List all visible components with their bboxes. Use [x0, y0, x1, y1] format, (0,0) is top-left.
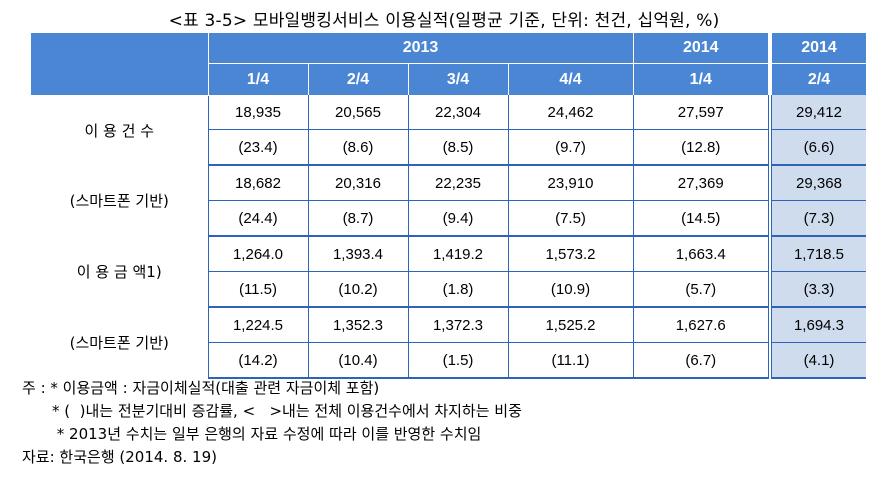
change-cell: (11.5): [208, 271, 309, 308]
change-cell: (1.8): [408, 271, 509, 308]
value-cell: 18,935: [208, 95, 309, 130]
row-label: (스마트폰 기반): [31, 165, 209, 236]
source-line: 자료: 한국은행 (2014. 8. 19): [22, 448, 217, 466]
change-cell: (5.7): [633, 271, 772, 308]
value-cell: 1,573.2: [508, 236, 634, 272]
value-cell: 29,412: [770, 95, 866, 130]
value-cell: 22,235: [408, 165, 509, 201]
value-cell: 27,369: [633, 165, 772, 201]
change-cell: (14.2): [208, 342, 309, 379]
value-cell: 1,372.3: [408, 307, 509, 343]
value-cell: 1,718.5: [770, 236, 866, 272]
change-cell: (4.1): [770, 342, 866, 379]
value-cell: 1,264.0: [208, 236, 309, 272]
value-cell: 24,462: [508, 95, 634, 130]
table-caption: <표 3-5> 모바일뱅킹서비스 이용실적(일평균 기준, 단위: 천건, 십억…: [168, 11, 720, 31]
table-row: 이 용 금 액1) 1,264.0 1,393.4 1,419.2 1,573.2 1,6…: [31, 236, 866, 307]
row-label: 이 용 건 수: [31, 95, 209, 165]
value-cell: 1,352.3: [308, 307, 409, 343]
change-cell: (23.4): [208, 129, 309, 166]
change-cell: (9.4): [408, 200, 509, 237]
header-quarter: 1/4: [208, 63, 309, 95]
header-year-2013: 2013: [208, 33, 634, 64]
row-label: (스마트폰 기반): [31, 307, 209, 378]
value-cell: 22,304: [408, 95, 509, 130]
value-cell: 20,316: [308, 165, 409, 201]
value-cell: 1,224.5: [208, 307, 309, 343]
header-year-2014-q1: 2014: [633, 33, 772, 64]
table-row: (14.2) (10.4) (1.5) (11.1) (6.7) (4.1): [31, 342, 866, 379]
table-row: (스마트폰 기반) 1,224.5 1,352.3 1,372.3 1,525.2 1,6…: [31, 307, 866, 378]
table-row: 이 용 건 수 18,935 20,565 22,304 24,462 27,597 29,…: [31, 95, 866, 165]
value-cell: 29,368: [770, 165, 866, 201]
note-line: * ( )내는 전분기대비 증감률, < >내는 전체 이용건수에서 차지하는 …: [52, 402, 522, 420]
header-quarter: 4/4: [508, 63, 634, 95]
header-quarter: 2/4: [308, 63, 409, 95]
change-cell: (10.9): [508, 271, 634, 308]
table-row: (스마트폰 기반) 18,682 20,316 22,235 23,910 27,369 2…: [31, 165, 866, 236]
header-quarter: 1/4: [633, 63, 772, 95]
change-cell: (8.7): [308, 200, 409, 237]
value-cell: 20,565: [308, 95, 409, 130]
value-cell: 27,597: [633, 95, 772, 130]
change-cell: (11.1): [508, 342, 634, 379]
header-quarter: 2/4: [770, 63, 866, 95]
change-cell: (6.7): [633, 342, 772, 379]
value-cell: 1,663.4: [633, 236, 772, 272]
change-cell: (7.5): [508, 200, 634, 237]
value-cell: 1,419.2: [408, 236, 509, 272]
change-cell: (24.4): [208, 200, 309, 237]
footnotes: 주 : * 이용금액 : 자금이체실적(대출 관련 자금이체 포함) * ( )…: [22, 377, 522, 469]
header-corner: [31, 33, 209, 96]
mobile-banking-table: 2013 2014 2014 1/4 2/4 3/4 4/4 1/4 2/4 이…: [31, 33, 866, 379]
change-cell: (12.8): [633, 129, 772, 166]
change-cell: (3.3): [770, 271, 866, 308]
change-cell: (8.6): [308, 129, 409, 166]
header-year-2014-q2: 2014: [770, 33, 866, 64]
value-cell: 18,682: [208, 165, 309, 201]
note-line: 주 : * 이용금액 : 자금이체실적(대출 관련 자금이체 포함): [22, 379, 380, 397]
table-row: (11.5) (10.2) (1.8) (10.9) (5.7) (3.3): [31, 271, 866, 308]
change-cell: (6.6): [770, 129, 866, 166]
table-row: (23.4) (8.6) (8.5) (9.7) (12.8) (6.6): [31, 129, 866, 166]
note-line: * 2013년 수치는 일부 은행의 자료 수정에 따라 이를 반영한 수치임: [52, 425, 482, 443]
change-cell: (9.7): [508, 129, 634, 166]
table-row: (24.4) (8.7) (9.4) (7.5) (14.5) (7.3): [31, 200, 866, 237]
change-cell: (7.3): [770, 200, 866, 237]
header-quarter: 3/4: [408, 63, 509, 95]
value-cell: 1,694.3: [770, 307, 866, 343]
change-cell: (1.5): [408, 342, 509, 379]
change-cell: (8.5): [408, 129, 509, 166]
row-label: 이 용 금 액1): [31, 236, 209, 307]
value-cell: 1,627.6: [633, 307, 772, 343]
change-cell: (10.2): [308, 271, 409, 308]
change-cell: (14.5): [633, 200, 772, 237]
value-cell: 1,525.2: [508, 307, 634, 343]
value-cell: 1,393.4: [308, 236, 409, 272]
change-cell: (10.4): [308, 342, 409, 379]
value-cell: 23,910: [508, 165, 634, 201]
